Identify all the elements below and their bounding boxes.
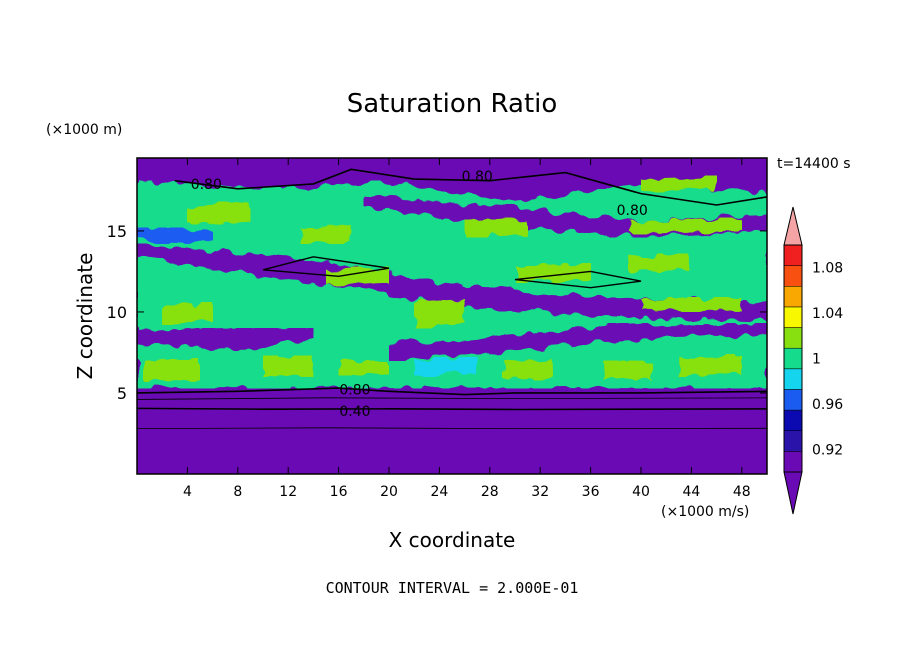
colorbar: 1.08 1.04 1 0.96 0.92 (783, 206, 843, 515)
y-tick-label: 10 (107, 303, 127, 322)
x-tick-label: 28 (481, 484, 499, 500)
colorbar-segment (783, 306, 803, 328)
blue-patch (137, 227, 213, 244)
y-unit-label: (×1000 m) (46, 122, 122, 138)
contour-label: 0.80 (462, 169, 493, 185)
x-tick-label: 48 (733, 484, 751, 500)
contour-label: 0.80 (339, 383, 370, 399)
contour-mid (137, 397, 767, 400)
saturated-patch (162, 302, 213, 325)
saturated-patch (300, 224, 352, 244)
colorbar-segment (783, 409, 803, 431)
contour-lower (137, 427, 767, 430)
x-unit-label: (×1000 m/s) (661, 504, 749, 520)
x-tick-label: 4 (183, 484, 192, 500)
chart-title: Saturation Ratio (347, 89, 558, 119)
time-label: t=14400 s (777, 156, 851, 172)
dry-streak (389, 323, 767, 361)
saturated-patch (603, 360, 654, 381)
contour-080-closed (262, 256, 390, 278)
colorbar-under-arrow (783, 471, 803, 515)
contour-interval-footer: CONTOUR INTERVAL = 2.000E-01 (326, 579, 579, 597)
dry-streak (137, 328, 314, 351)
x-tick-label: 44 (682, 484, 700, 500)
x-tick-label: 32 (531, 484, 549, 500)
saturated-patch (464, 217, 528, 238)
contour-label: 0.80 (617, 203, 648, 219)
saturated-patch (641, 297, 742, 312)
x-tick-label: 36 (582, 484, 600, 500)
colorbar-segment (783, 286, 803, 308)
x-axis-label: X coordinate (389, 528, 516, 552)
x-tick-label: 40 (632, 484, 650, 500)
colorbar-label: 1.08 (812, 261, 843, 277)
cyan-patch (414, 357, 478, 377)
y-tick-label: 15 (107, 222, 127, 241)
y-tick-label: 5 (117, 384, 127, 403)
colorbar-over-arrow (783, 206, 803, 246)
x-tick-label: 8 (233, 484, 242, 500)
y-axis: 5 10 15 (107, 222, 767, 403)
colorbar-label: 1 (812, 352, 821, 368)
colorbar-segment (783, 430, 803, 452)
y-axis-label: Z coordinate (73, 253, 97, 380)
saturated-patch (338, 358, 389, 376)
colorbar-segment (783, 368, 803, 390)
contour-080 (137, 387, 767, 396)
colorbar-segment (783, 347, 803, 370)
colorbar-segment (783, 244, 803, 266)
contour-labels: 0.80 0.80 0.80 0.80 0.40 (191, 169, 648, 420)
contour-label: 0.40 (339, 404, 370, 420)
contour-040 (137, 407, 767, 411)
colorbar-segment (783, 327, 803, 349)
dry-streak (137, 243, 767, 322)
colorbar-segment (783, 265, 803, 287)
colorbar-segment (783, 451, 803, 473)
contour-080-closed (514, 270, 642, 289)
colorbar-frame (783, 244, 803, 473)
contour-label: 0.80 (191, 177, 222, 193)
x-tick-label: 20 (380, 484, 398, 500)
saturated-patch (628, 253, 692, 274)
colorbar-label: 1.04 (812, 306, 843, 322)
saturated-patch (502, 357, 553, 381)
colorbar-segment (783, 389, 803, 411)
saturated-patch (641, 175, 717, 193)
saturated-patch (678, 354, 742, 377)
contour-lines (137, 168, 767, 430)
contour-080-upper (174, 168, 767, 206)
x-axis: 4 8 12 16 20 24 28 32 36 40 44 48 (183, 158, 751, 500)
x-tick-label: 12 (279, 484, 297, 500)
saturated-patch (263, 355, 314, 377)
saturated-patch (628, 217, 742, 235)
saturated-patch (187, 201, 251, 225)
saturation-field (137, 175, 767, 389)
plot-area: 0.80 0.80 0.80 0.80 0.40 (136, 157, 768, 475)
x-tick-label: 24 (430, 484, 448, 500)
x-tick-label: 16 (330, 484, 348, 500)
colorbar-label: 0.96 (812, 397, 843, 413)
saturated-patch (143, 357, 200, 382)
colorbar-label: 0.92 (812, 442, 843, 458)
saturated-patch (414, 298, 465, 329)
plot-frame (136, 157, 768, 475)
